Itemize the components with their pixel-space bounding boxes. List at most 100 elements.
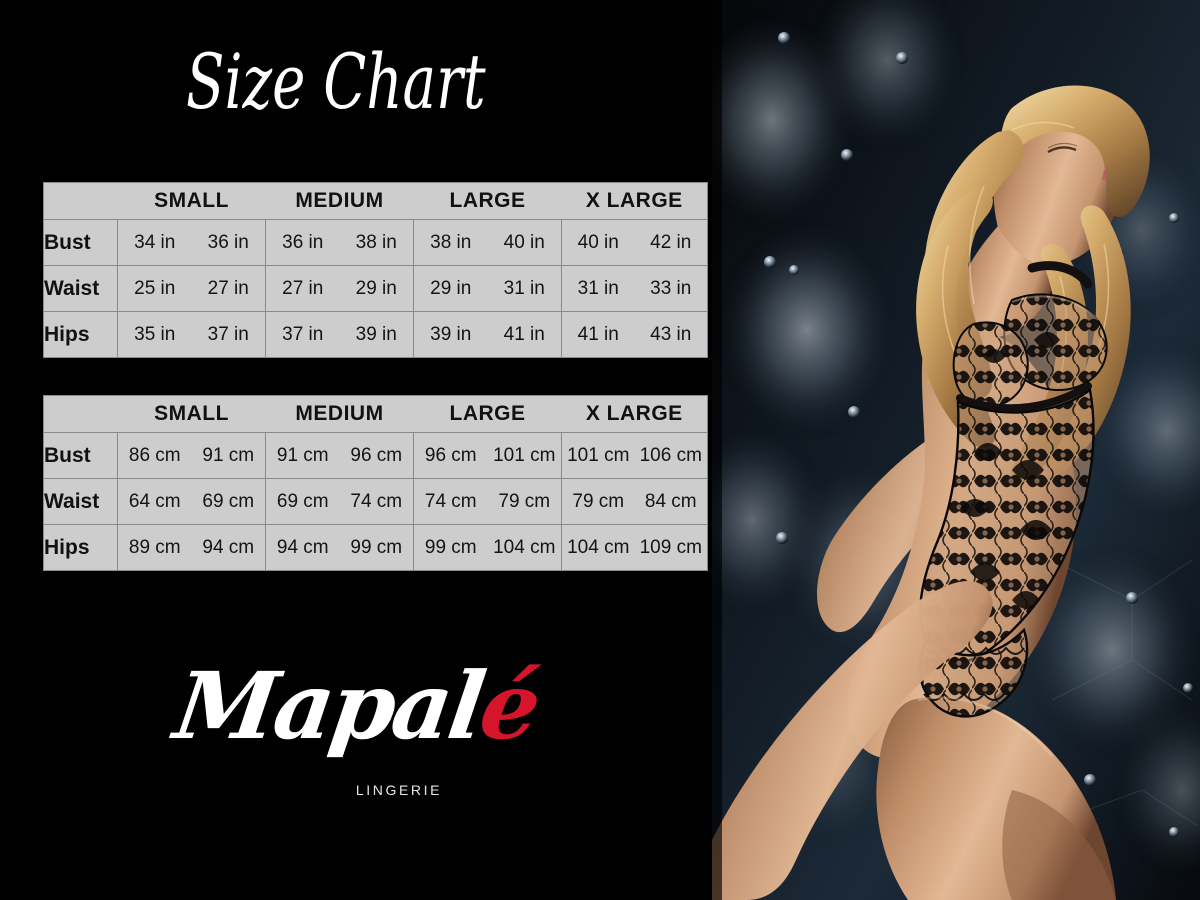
value-min: 37 in [282,323,324,345]
value-min: 101 cm [567,444,630,466]
value-min: 91 cm [276,444,329,466]
row-label-waist: Waist [43,265,118,312]
table-row: Bust 86 cm 91 cm 91 cm 96 cm [43,432,708,479]
value-max: 99 cm [350,536,403,558]
value-max: 43 in [650,323,692,345]
table-inches-head: SMALL MEDIUM LARGE X LARGE [43,182,708,220]
model-brow [1047,142,1078,149]
cell-hips-small: 35 in 37 in [117,311,266,358]
table-cm-head: SMALL MEDIUM LARGE X LARGE [43,395,708,433]
value-max: 36 in [207,231,249,253]
lace-bust-second [952,321,1029,408]
cell-waist-small: 25 in 27 in [117,265,266,312]
value-min: 94 cm [276,536,329,558]
model-photo-illustration [712,0,1200,900]
value-max: 41 in [503,323,545,345]
info-panel: Size Chart SMALL MEDIUM LARGE X LARGE Bu… [0,37,712,825]
value-max: 84 cm [644,490,697,512]
value-min: 27 in [282,277,324,299]
value-min: 89 cm [128,536,181,558]
cell-waist-xlarge: 31 in 33 in [561,265,708,312]
table-inches-col-medium: MEDIUM [265,182,414,220]
cell-bust-large: 96 cm 101 cm [413,432,562,479]
model-forearm [712,581,993,900]
table-inches-col-xlarge: X LARGE [561,182,708,220]
rim-light-bust [1011,295,1099,321]
value-min: 40 in [577,231,619,253]
cell-hips-large: 39 in 41 in [413,311,562,358]
value-max: 74 cm [350,490,403,512]
value-min: 36 in [282,231,324,253]
tuft-buttons [764,32,1193,837]
value-max: 79 cm [498,490,551,512]
cell-waist-large: 29 in 31 in [413,265,562,312]
value-max: 106 cm [639,444,702,466]
cell-waist-small: 64 cm 69 cm [117,478,266,525]
value-max: 33 in [650,277,692,299]
cell-bust-medium: 36 in 38 in [265,219,414,266]
value-max: 29 in [355,277,397,299]
lace-strap [1027,261,1093,289]
cell-bust-small: 34 in 36 in [117,219,266,266]
value-min: 69 cm [276,490,329,512]
page-title: Size Chart [186,37,486,126]
value-min: 29 in [430,277,472,299]
cell-waist-xlarge: 79 cm 84 cm [561,478,708,525]
value-min: 38 in [430,231,472,253]
size-table-inches: SMALL MEDIUM LARGE X LARGE Bust 34 in 36… [43,182,708,358]
table-row: Waist 64 cm 69 cm 69 cm 74 cm [43,478,708,525]
value-max: 31 in [503,277,545,299]
cell-bust-medium: 91 cm 96 cm [265,432,414,479]
rim-light-hip [917,696,1053,757]
row-label-bust: Bust [43,432,118,479]
cell-bust-xlarge: 101 cm 106 cm [561,432,708,479]
value-max: 91 cm [202,444,255,466]
cell-bust-small: 86 cm 91 cm [117,432,266,479]
value-min: 79 cm [572,490,625,512]
value-min: 86 cm [128,444,181,466]
brand-wordmark-main: Mapal [167,652,489,760]
table-cm-col-xlarge: X LARGE [561,395,708,433]
value-max: 101 cm [493,444,556,466]
table-cm-col-large: LARGE [413,395,562,433]
model-leg-shadow [1002,790,1116,900]
row-label-waist: Waist [43,478,118,525]
value-min: 25 in [134,277,176,299]
cell-hips-xlarge: 104 cm 109 cm [561,524,708,571]
table-inches-body: Bust 34 in 36 in 36 in 38 in [43,219,708,358]
table-inches-header-row: SMALL MEDIUM LARGE X LARGE [43,182,708,220]
value-min: 104 cm [567,536,630,558]
table-inches-col-large: LARGE [413,182,562,220]
value-min: 39 in [430,323,472,345]
table-inches-col-small: SMALL [117,182,266,220]
value-max: 69 cm [202,490,255,512]
brand-logo: Mapalé LINGERIE [0,652,712,825]
value-min: 99 cm [424,536,477,558]
model-photo [712,0,1200,900]
lace-motifs [960,332,1060,609]
table-cm-header-row: SMALL MEDIUM LARGE X LARGE [43,395,708,433]
value-max: 27 in [207,277,249,299]
table-inches-corner-cell [43,182,118,220]
table-row: Waist 25 in 27 in 27 in 29 in [43,265,708,312]
brand-wordmark: Mapalé [168,652,544,760]
row-label-hips: Hips [43,311,118,358]
table-cm-col-medium: MEDIUM [265,395,414,433]
model-figure [712,85,1150,900]
lace-band [956,382,1092,413]
table-cm-body: Bust 86 cm 91 cm 91 cm 96 cm [43,432,708,571]
value-max: 104 cm [493,536,556,558]
cell-waist-medium: 27 in 29 in [265,265,414,312]
value-min: 74 cm [424,490,477,512]
value-min: 64 cm [128,490,181,512]
table-row: Hips 89 cm 94 cm 94 cm 99 cm [43,524,708,571]
table-cm-corner-cell [43,395,118,433]
cell-hips-large: 99 cm 104 cm [413,524,562,571]
value-min: 35 in [134,323,176,345]
size-table-centimeters: SMALL MEDIUM LARGE X LARGE Bust 86 cm 91… [43,395,708,571]
value-min: 96 cm [424,444,477,466]
cell-bust-xlarge: 40 in 42 in [561,219,708,266]
cell-hips-xlarge: 41 in 43 in [561,311,708,358]
value-max: 94 cm [202,536,255,558]
